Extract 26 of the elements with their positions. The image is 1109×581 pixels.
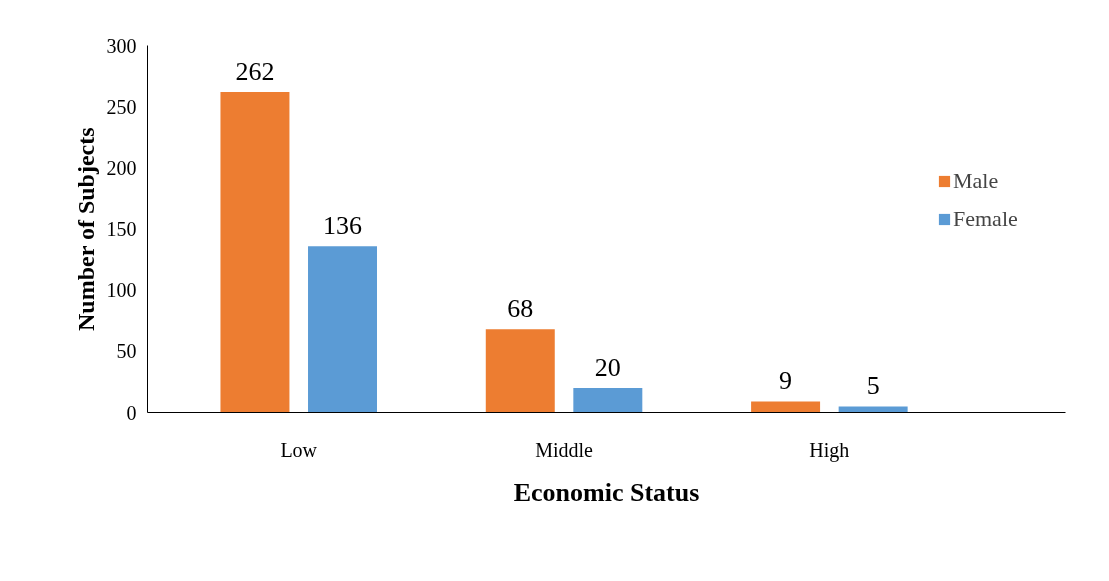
data-label: 68 xyxy=(507,294,534,324)
y-tick-label: 50 xyxy=(116,340,137,363)
x-tick-label: High xyxy=(809,438,850,462)
y-tick-label: 100 xyxy=(106,279,137,302)
y-tick-label: 150 xyxy=(106,218,137,240)
bar xyxy=(485,329,555,413)
bar xyxy=(220,91,290,413)
data-label: 5 xyxy=(866,371,880,401)
data-label: 262 xyxy=(235,56,275,86)
y-axis-title: Number of Subjects xyxy=(72,127,99,331)
legend-label: Female xyxy=(953,206,1018,232)
bar xyxy=(308,246,377,413)
bar xyxy=(751,401,821,413)
bar xyxy=(573,388,643,413)
y-tick-label: 250 xyxy=(106,95,137,118)
y-tick-label: 300 xyxy=(106,34,137,57)
legend-label: Male xyxy=(953,168,999,194)
y-tick-label: 200 xyxy=(106,156,137,179)
x-axis-title: Economic Status xyxy=(513,477,700,507)
x-tick-label: Low xyxy=(280,438,318,461)
data-label: 136 xyxy=(323,211,363,241)
x-tick-label: Middle xyxy=(535,438,594,461)
bar xyxy=(838,406,908,413)
data-label: 20 xyxy=(594,353,621,383)
y-tick-label: 0 xyxy=(126,401,137,424)
data-label: 9 xyxy=(779,366,793,396)
